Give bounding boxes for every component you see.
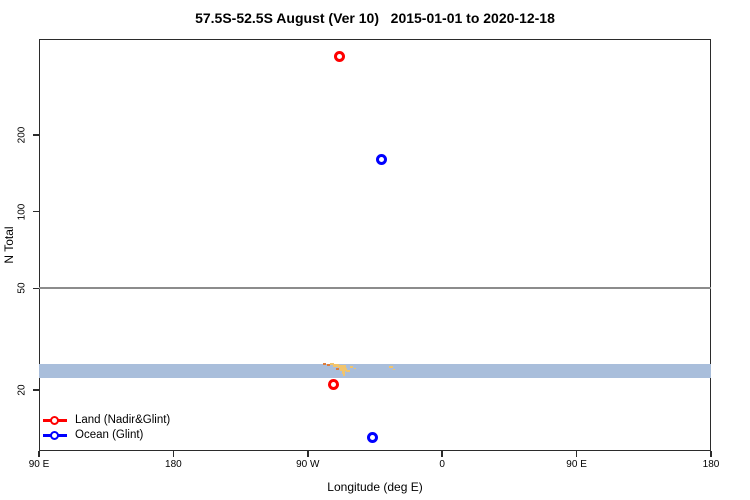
map-strip-land-patch	[346, 370, 350, 372]
x-axis-label: Longitude (deg E)	[327, 480, 423, 494]
y-tick-mark	[33, 210, 39, 213]
map-strip-land-patch	[340, 368, 347, 371]
plot-area	[39, 39, 711, 451]
ocean-marker-icon	[43, 430, 67, 441]
x-tick-mark	[38, 451, 40, 457]
chart-title: 57.5S-52.5S August (Ver 10) 2015-01-01 t…	[195, 10, 555, 26]
x-tick-label: 180	[702, 459, 720, 470]
reference-line-50	[39, 287, 711, 290]
x-tick-label: 0	[439, 459, 445, 470]
y-tick-mark	[33, 389, 39, 391]
map-strip-land-patch	[336, 368, 339, 370]
legend: Land (Nadir&Glint) Ocean (Glint)	[43, 413, 170, 443]
legend-item-land: Land (Nadir&Glint)	[43, 413, 170, 428]
y-tick-mark	[33, 134, 39, 136]
data-point-land	[334, 51, 346, 63]
map-strip-land-patch	[342, 371, 345, 374]
x-tick-mark	[307, 451, 309, 457]
y-axis-label: N Total	[2, 226, 16, 264]
x-tick-mark	[172, 451, 175, 457]
data-point-ocean	[366, 431, 378, 443]
y-tick-label: 200	[16, 126, 28, 144]
x-tick-label: 180	[165, 459, 182, 470]
x-tick-label: 90 E	[28, 459, 50, 470]
map-strip-land-patch	[333, 364, 339, 367]
map-strip-land-patch	[350, 366, 353, 368]
x-tick-label: 90 W	[296, 459, 320, 470]
x-tick-mark	[575, 451, 578, 457]
y-tick-label: 50	[16, 282, 28, 294]
y-tick-label: 20	[16, 384, 28, 396]
data-point-ocean	[376, 154, 388, 166]
map-strip-land-patch	[354, 368, 356, 369]
map-strip-land-patch	[389, 366, 393, 368]
map-strip-land-patch	[393, 369, 395, 370]
x-tick-label: 90 E	[566, 459, 587, 470]
x-tick-mark	[710, 451, 712, 457]
y-tick-label: 100	[16, 203, 28, 220]
map-strip-land-patch	[343, 374, 345, 376]
data-point-land	[328, 378, 340, 390]
map-strip-ocean-band	[39, 364, 711, 379]
y-tick-mark	[33, 287, 39, 290]
map-strip-land-patch	[323, 363, 326, 365]
map-strip-land-patch	[338, 365, 346, 368]
land-marker-icon	[43, 415, 67, 426]
x-tick-mark	[441, 451, 443, 457]
legend-label-ocean: Ocean (Glint)	[75, 429, 144, 441]
legend-label-land: Land (Nadir&Glint)	[75, 414, 171, 426]
map-strip-land-patch	[330, 363, 334, 365]
map-strip-land-patch	[327, 364, 330, 366]
legend-item-ocean: Ocean (Glint)	[43, 428, 170, 443]
